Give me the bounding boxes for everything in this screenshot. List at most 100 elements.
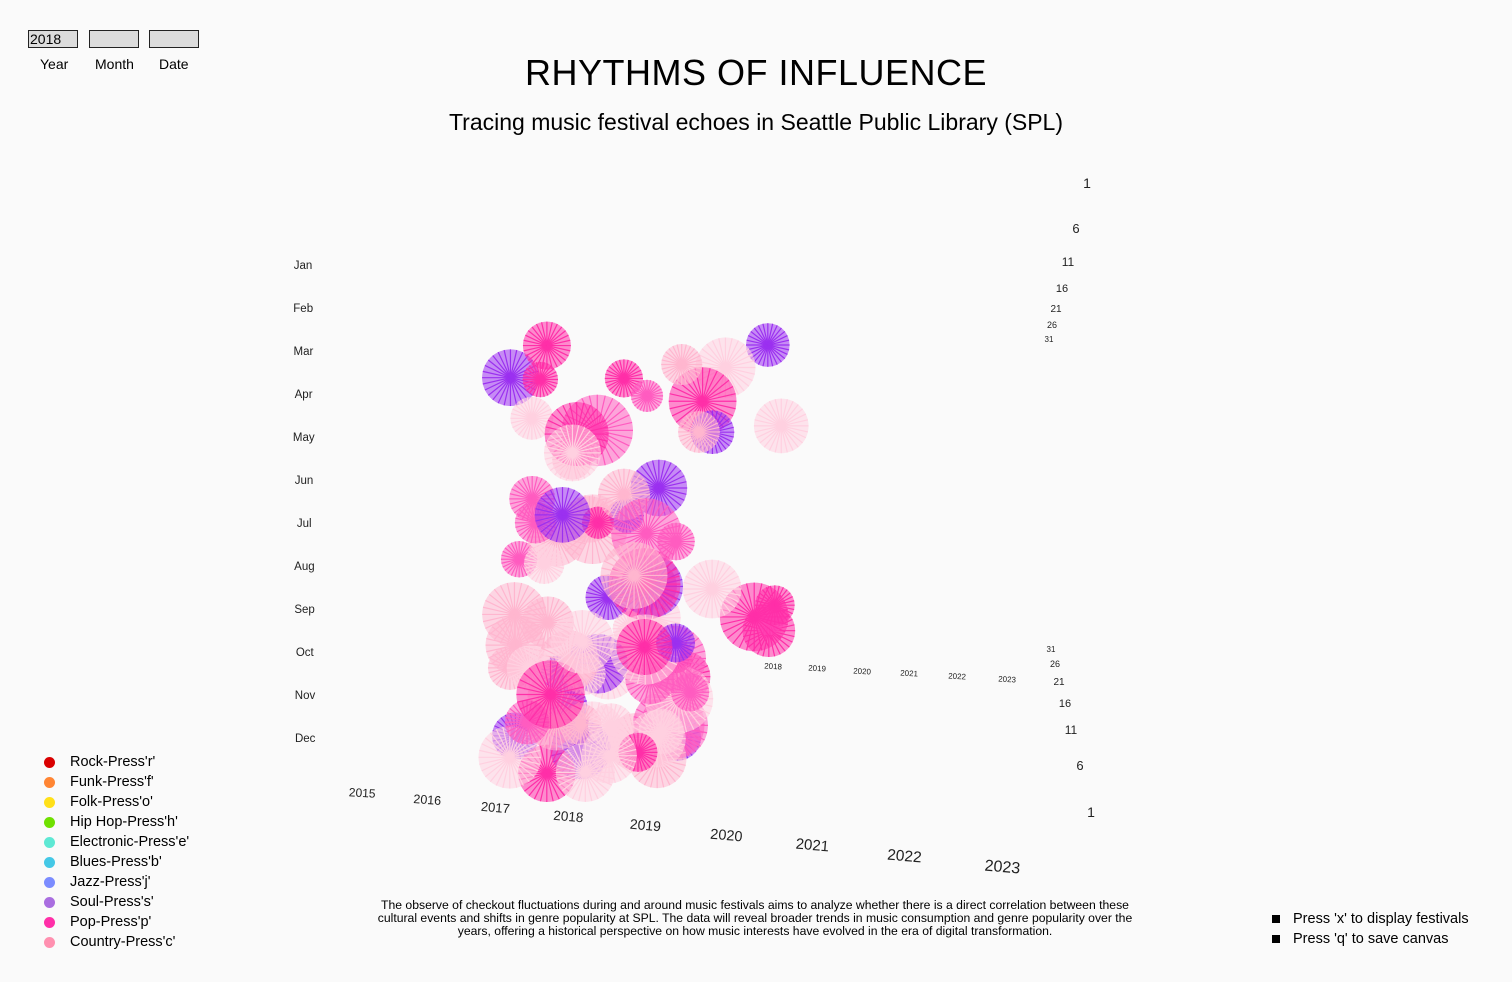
year-label: 2015 xyxy=(349,785,377,800)
funk-dot-icon xyxy=(44,776,55,788)
back-year-label: 2023 xyxy=(998,675,1017,685)
back-year-label: 2020 xyxy=(853,667,872,677)
legend-label: Hip Hop-Press'h' xyxy=(70,814,178,830)
legend-label: Jazz-Press'j' xyxy=(70,874,151,890)
folk-dot-icon xyxy=(44,796,55,808)
legend-item-folk: Folk-Press'o' xyxy=(44,792,189,812)
month-label: Jan xyxy=(294,260,313,272)
month-label: Nov xyxy=(295,690,316,702)
festival-bubble xyxy=(550,610,615,674)
year-input[interactable] xyxy=(28,30,78,48)
legend-item-blues: Blues-Press'b' xyxy=(44,852,189,872)
month-label: Dec xyxy=(295,733,316,745)
electronic-dot-icon xyxy=(44,836,55,848)
month-label: Aug xyxy=(294,561,314,573)
page-subtitle: Tracing music festival echoes in Seattle… xyxy=(448,109,1063,135)
soul-dot-icon xyxy=(44,896,55,908)
festival-bubble xyxy=(482,582,547,647)
festival-bubble xyxy=(616,619,673,676)
festival-bubble xyxy=(581,727,637,784)
legend-item-hiphop: Hip Hop-Press'h' xyxy=(44,812,189,832)
festival-bubble xyxy=(544,424,601,482)
bullet-icon xyxy=(1272,915,1280,923)
date-label: Date xyxy=(159,56,189,72)
festival-bubble xyxy=(510,396,554,440)
year-label: 2018 xyxy=(553,808,584,826)
day-label: 6 xyxy=(1072,221,1079,236)
day-label: 21 xyxy=(1053,677,1065,688)
festival-bubble xyxy=(524,543,565,584)
month-label: Jun xyxy=(295,475,314,487)
year-label: 2016 xyxy=(413,792,442,808)
legend-label: Blues-Press'b' xyxy=(70,854,162,870)
day-label: 26 xyxy=(1050,659,1060,669)
festival-bubble xyxy=(661,344,703,386)
hint-save-canvas: Press 'q' to save canvas xyxy=(1272,931,1448,947)
date-input[interactable] xyxy=(149,30,199,48)
festival-bubble xyxy=(522,361,559,398)
month-input[interactable] xyxy=(89,30,139,48)
hint-text: Press 'x' to display festivals xyxy=(1293,911,1469,927)
day-label: 11 xyxy=(1062,255,1075,269)
pop-dot-icon xyxy=(44,916,55,928)
month-label: Oct xyxy=(296,647,315,659)
genre-legend: Rock-Press'r' Funk-Press'f' Folk-Press'o… xyxy=(44,752,189,952)
day-label: 21 xyxy=(1050,304,1062,315)
year-label: Year xyxy=(40,56,69,72)
month-label: Month xyxy=(95,56,134,72)
festival-bubble xyxy=(678,411,720,453)
day-label: 1 xyxy=(1083,175,1091,191)
rock-dot-icon xyxy=(44,756,55,768)
festival-bubble xyxy=(482,349,539,407)
legend-label: Soul-Press's' xyxy=(70,894,154,910)
legend-item-soul: Soul-Press's' xyxy=(44,892,189,912)
legend-item-rock: Rock-Press'r' xyxy=(44,752,189,772)
legend-item-electronic: Electronic-Press'e' xyxy=(44,832,189,852)
legend-item-country: Country-Press'c' xyxy=(44,932,189,952)
festival-bubble xyxy=(600,541,668,609)
month-label: Jul xyxy=(297,518,312,530)
legend-item-pop: Pop-Press'p' xyxy=(44,912,189,932)
month-label: Feb xyxy=(293,303,313,315)
festival-bubble xyxy=(534,487,591,543)
legend-label: Electronic-Press'e' xyxy=(70,834,190,850)
festival-bubble xyxy=(753,398,809,454)
legend-item-funk: Funk-Press'f' xyxy=(44,772,189,792)
day-label: 1 xyxy=(1087,804,1095,820)
day-label: 6 xyxy=(1076,758,1083,773)
back-year-label: 2019 xyxy=(808,664,827,674)
festival-bubble xyxy=(682,559,742,619)
legend-label: Funk-Press'f' xyxy=(70,774,154,790)
back-year-label: 2021 xyxy=(900,669,919,679)
year-label: 2022 xyxy=(886,847,922,867)
hint-display-festivals: Press 'x' to display festivals xyxy=(1272,911,1469,927)
month-label: Apr xyxy=(295,389,313,401)
month-label: Mar xyxy=(293,346,313,358)
back-year-label: 2018 xyxy=(764,662,783,672)
legend-label: Folk-Press'o' xyxy=(70,794,153,810)
festival-bubble xyxy=(522,321,571,370)
legend-item-jazz: Jazz-Press'j' xyxy=(44,872,189,892)
day-label: 16 xyxy=(1059,698,1071,710)
back-year-label: 2022 xyxy=(948,672,967,682)
blues-dot-icon xyxy=(44,856,55,868)
hint-text: Press 'q' to save canvas xyxy=(1293,931,1449,947)
festival-bubble xyxy=(516,660,585,729)
day-label: 11 xyxy=(1065,723,1078,737)
year-label: 2020 xyxy=(710,827,744,846)
legend-label: Pop-Press'p' xyxy=(70,914,152,930)
description: The observe of checkout fluctuations dur… xyxy=(377,898,1133,939)
festival-bubble xyxy=(630,379,664,412)
year-label: 2023 xyxy=(984,857,1021,877)
month-label: Sep xyxy=(294,604,314,616)
festival-bubble xyxy=(746,323,790,367)
day-label: 31 xyxy=(1045,335,1054,344)
day-label: 26 xyxy=(1047,320,1057,330)
jazz-dot-icon xyxy=(44,876,55,888)
year-label: 2017 xyxy=(480,799,510,816)
festival-bubble xyxy=(754,585,795,626)
legend-label: Rock-Press'r' xyxy=(70,754,156,770)
year-label: 2021 xyxy=(795,836,830,856)
bullet-icon xyxy=(1272,935,1280,943)
